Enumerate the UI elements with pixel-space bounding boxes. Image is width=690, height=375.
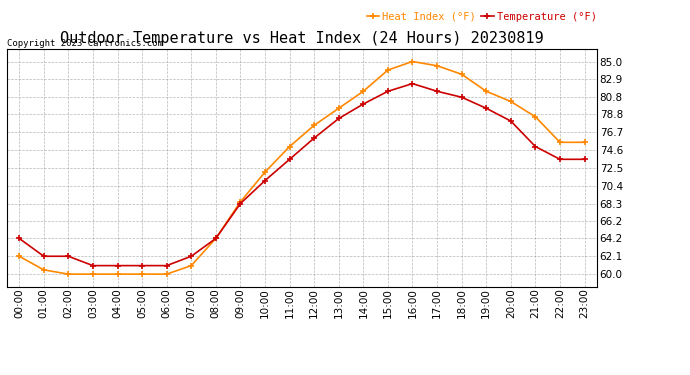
Temperature (°F) (15, 236, 23, 241)
Temperature (°F) (433, 89, 441, 93)
Temperature (°F) (556, 157, 564, 162)
Heat Index (°F) (286, 144, 294, 149)
Temperature (°F) (335, 116, 343, 121)
Heat Index (°F) (457, 72, 466, 76)
Heat Index (°F) (236, 200, 244, 204)
Heat Index (°F) (15, 254, 23, 258)
Temperature (°F) (89, 263, 97, 268)
Temperature (°F) (236, 201, 244, 206)
Temperature (°F) (408, 81, 417, 86)
Temperature (°F) (580, 157, 589, 162)
Temperature (°F) (286, 157, 294, 162)
Heat Index (°F) (482, 89, 491, 93)
Line: Temperature (°F): Temperature (°F) (17, 81, 587, 268)
Heat Index (°F) (335, 106, 343, 111)
Temperature (°F) (138, 263, 146, 268)
Temperature (°F) (187, 254, 195, 258)
Heat Index (°F) (64, 272, 72, 276)
Temperature (°F) (531, 144, 540, 149)
Temperature (°F) (457, 95, 466, 99)
Heat Index (°F) (384, 68, 392, 72)
Heat Index (°F) (531, 114, 540, 119)
Temperature (°F) (212, 236, 220, 241)
Heat Index (°F) (556, 140, 564, 144)
Line: Heat Index (°F): Heat Index (°F) (17, 59, 587, 277)
Heat Index (°F) (113, 272, 121, 276)
Temperature (°F) (113, 263, 121, 268)
Temperature (°F) (506, 119, 515, 123)
Heat Index (°F) (359, 89, 368, 93)
Heat Index (°F) (138, 272, 146, 276)
Temperature (°F) (64, 254, 72, 258)
Temperature (°F) (359, 102, 368, 106)
Heat Index (°F) (310, 123, 318, 128)
Heat Index (°F) (187, 263, 195, 268)
Heat Index (°F) (408, 59, 417, 64)
Legend: Heat Index (°F), Temperature (°F): Heat Index (°F), Temperature (°F) (366, 12, 597, 22)
Heat Index (°F) (39, 268, 48, 272)
Temperature (°F) (310, 136, 318, 140)
Heat Index (°F) (433, 63, 441, 68)
Title: Outdoor Temperature vs Heat Index (24 Hours) 20230819: Outdoor Temperature vs Heat Index (24 Ho… (60, 31, 544, 46)
Heat Index (°F) (506, 99, 515, 104)
Heat Index (°F) (261, 170, 269, 174)
Temperature (°F) (482, 106, 491, 111)
Heat Index (°F) (580, 140, 589, 144)
Heat Index (°F) (163, 272, 171, 276)
Text: Copyright 2023 Cartronics.com: Copyright 2023 Cartronics.com (7, 39, 163, 48)
Temperature (°F) (261, 178, 269, 183)
Temperature (°F) (384, 89, 392, 93)
Heat Index (°F) (212, 236, 220, 241)
Temperature (°F) (39, 254, 48, 258)
Heat Index (°F) (89, 272, 97, 276)
Temperature (°F) (163, 263, 171, 268)
